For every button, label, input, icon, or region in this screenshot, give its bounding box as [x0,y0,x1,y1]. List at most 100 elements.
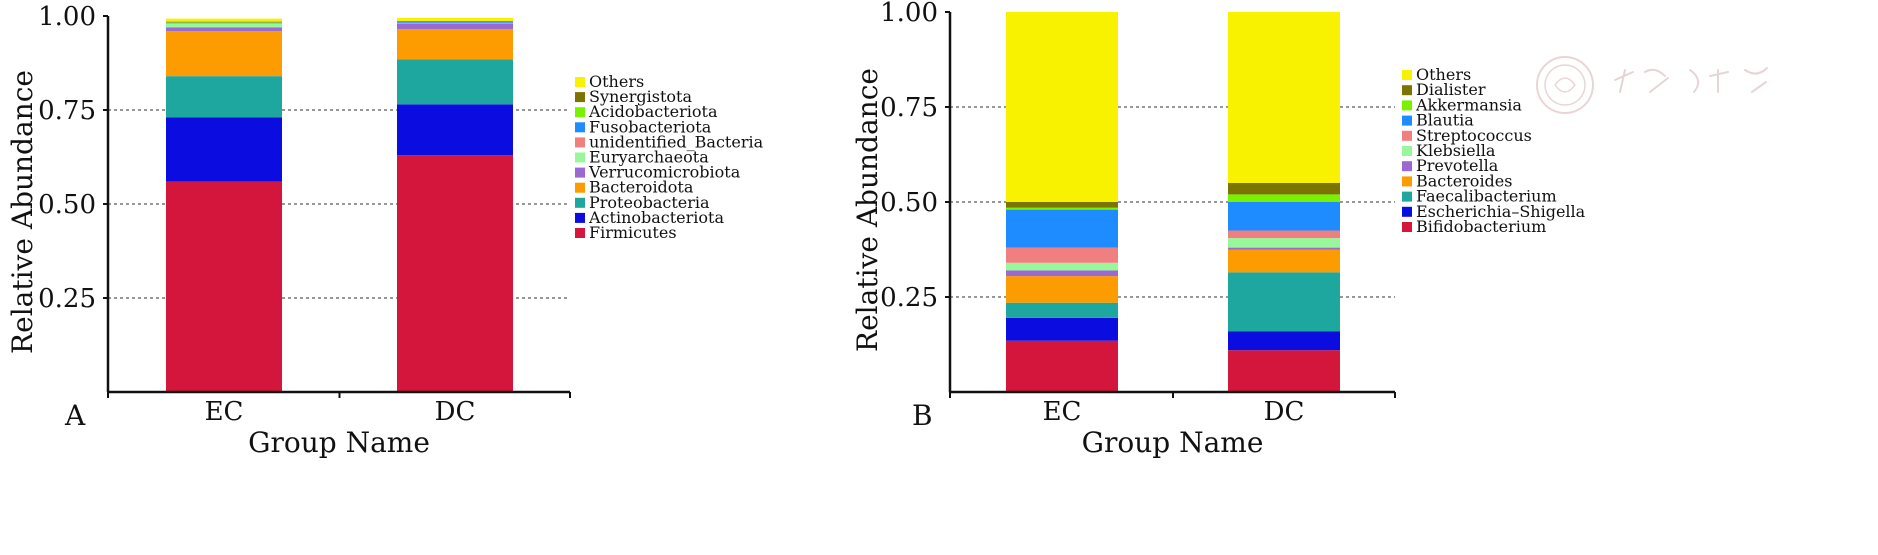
bar-segment-ec-10 [166,18,282,22]
legend-label: Bacteroidota [589,178,694,197]
legend-label: Actinobacteriota [588,208,724,227]
bar-segment-ec-0 [1006,340,1118,392]
bar-segment-dc-9 [1228,183,1340,195]
bar-segment-ec-9 [166,21,282,23]
bar-segment-dc-8 [1228,194,1340,202]
legend-label: Bacteroides [1416,171,1512,190]
bar-segment-dc-1 [397,104,513,156]
legend-label: Others [1416,65,1471,84]
bar-segment-dc-0 [397,155,513,392]
legend-swatch [1402,161,1412,172]
bar-segment-ec-5 [166,23,282,28]
legend-label: Others [589,72,644,91]
y-tick-label: 0.25 [38,284,96,314]
y-tick-label: 0.75 [880,93,938,123]
bar-segment-dc-4 [1228,247,1340,250]
legend-label: Faecalibacterium [1416,187,1557,206]
legend-swatch [575,92,585,103]
legend-swatch [575,182,585,193]
legend-label: Synergistota [589,87,692,106]
legend-label: Euryarchaeota [589,148,709,167]
legend-swatch [575,197,585,208]
bar-segment-dc-9 [397,20,513,22]
legend-swatch [1402,85,1412,96]
bar-segment-dc-7 [1228,202,1340,231]
legend-swatch [1402,130,1412,141]
legend-swatch [1402,222,1412,232]
legend-swatch [575,228,585,238]
legend-label: Proteobacteria [589,193,710,212]
y-tick-label: 0.50 [880,188,938,218]
legend-swatch [575,152,585,163]
legend-swatch [1402,100,1412,111]
x-tick-label: EC [205,397,244,427]
legend-label: Fusobacteriota [589,117,712,136]
bar-segment-ec-2 [1006,302,1118,318]
x-axis-title: Group Name [248,426,430,459]
bar-segment-ec-10 [1006,12,1118,202]
bar-segment-dc-10 [397,17,513,21]
y-axis-title: Relative Abundance [6,70,39,354]
bar-segment-dc-5 [1228,238,1340,248]
bar-segment-dc-10 [1228,12,1340,183]
legend-swatch [575,137,585,148]
bar-segment-ec-3 [1006,276,1118,303]
legend-swatch [1402,176,1412,187]
panel-label: A [64,399,86,432]
legend-label: unidentified_Bacteria [589,132,764,151]
bar-segment-ec-2 [166,76,282,118]
bar-segment-ec-5 [1006,262,1118,271]
legend-label: Prevotella [1416,156,1499,175]
bar-segment-ec-0 [166,181,282,392]
y-axis-title: Relative Abundance [851,68,884,352]
legend-swatch [1402,191,1412,202]
bar-segment-ec-9 [1006,202,1118,208]
legend-swatch [575,212,585,223]
legend-swatch [1402,115,1412,126]
bar-segment-ec-6 [1006,247,1118,263]
legend-label: Streptococcus [1416,126,1532,145]
bar-segment-dc-3 [1228,249,1340,273]
legend-swatch [575,167,585,178]
bar-segment-ec-4 [1006,270,1118,277]
bar-segment-ec-4 [166,27,282,32]
legend-label: Blautia [1416,111,1474,130]
y-tick-label: 1.00 [880,0,938,28]
bar-segment-dc-7 [397,22,513,23]
legend-label: Firmicutes [589,223,677,242]
y-tick-label: 0.50 [38,190,96,220]
legend-label: Acidobacteriota [588,102,718,121]
bar-segment-ec-7 [1006,209,1118,248]
bar-segment-dc-3 [397,29,513,60]
panel-label: B [912,399,933,432]
legend-swatch [1402,70,1412,80]
bar-segment-dc-2 [1228,272,1340,332]
x-tick-label: DC [435,397,476,427]
x-tick-label: EC [1043,397,1082,427]
legend-label: Dialister [1416,80,1486,99]
legend-label: Bifidobacterium [1416,217,1546,236]
y-tick-label: 0.25 [880,283,938,313]
y-tick-label: 0.75 [38,96,96,126]
bar-segment-dc-4 [397,23,513,30]
legend-swatch [575,107,585,118]
legend-label: Escherichia–Shigella [1416,202,1586,221]
bar-segment-ec-1 [1006,317,1118,341]
bar-segment-ec-1 [166,117,282,182]
x-tick-label: DC [1264,397,1305,427]
watermark-logo [1536,56,1768,114]
legend-swatch [575,122,585,133]
bar-segment-dc-1 [1228,331,1340,351]
bar-segment-dc-6 [1228,230,1340,239]
legend-label: Akkermansia [1415,95,1522,114]
legend-swatch [575,77,585,87]
y-tick-label: 1.00 [38,2,96,32]
bar-segment-ec-3 [166,31,282,77]
legend-swatch [1402,146,1412,156]
bar-segment-dc-2 [397,59,513,105]
legend-label: Verrucomicrobiota [588,163,741,182]
x-axis-title: Group Name [1082,426,1264,459]
